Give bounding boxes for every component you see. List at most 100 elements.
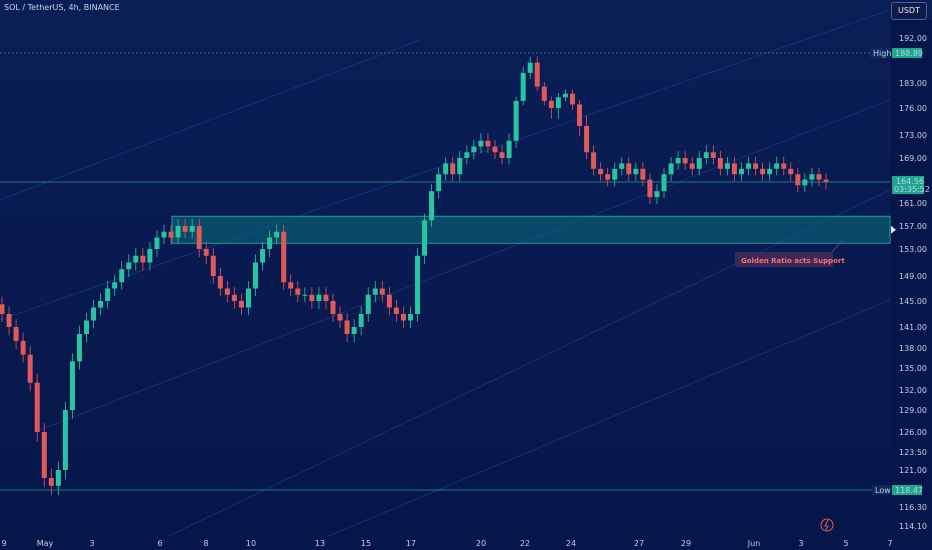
x-tick-label: Jun bbox=[747, 539, 761, 548]
y-tick-label: 176.00 bbox=[899, 104, 927, 113]
candle-body bbox=[753, 163, 759, 169]
y-tick-label: 153.00 bbox=[899, 245, 927, 254]
candle-body bbox=[562, 93, 568, 98]
y-tick-label: 114.10 bbox=[899, 522, 927, 531]
candle-body bbox=[175, 226, 181, 238]
candle-body bbox=[654, 191, 660, 198]
candle-body bbox=[450, 163, 456, 175]
y-tick-label: 135.00 bbox=[899, 364, 927, 373]
low-price-bg bbox=[892, 485, 922, 495]
candle-body bbox=[506, 140, 512, 158]
candle-body bbox=[267, 237, 273, 249]
candle-body bbox=[541, 86, 547, 101]
candle-body bbox=[393, 307, 399, 314]
support-zone bbox=[171, 215, 891, 244]
time-axis[interactable]: 9 May 3 6 8 10 13 15 17 20 22 24 27 29 Jun 3 5 7 bbox=[0, 536, 932, 550]
candle-body bbox=[675, 158, 681, 164]
y-tick-label: 149.00 bbox=[899, 272, 927, 281]
candle-body bbox=[605, 174, 611, 180]
y-tick-label: 129.00 bbox=[899, 406, 927, 415]
candle-body bbox=[154, 237, 160, 249]
candle-body bbox=[710, 152, 716, 158]
candle-body bbox=[182, 226, 188, 232]
candle-body bbox=[795, 174, 801, 186]
y-tick-label: 157.00 bbox=[899, 222, 927, 231]
candle-body bbox=[210, 255, 216, 276]
candle-body bbox=[168, 231, 174, 238]
candle-body bbox=[260, 249, 266, 263]
candle-body bbox=[788, 168, 794, 175]
candle-body bbox=[443, 163, 449, 175]
candle-body bbox=[112, 282, 118, 289]
candle-body bbox=[527, 62, 533, 73]
candle-body bbox=[119, 269, 125, 283]
candle-body bbox=[147, 249, 153, 263]
y-tick-label: 132.00 bbox=[899, 386, 927, 395]
candle-body bbox=[626, 163, 632, 175]
y-tick-label: 138.00 bbox=[899, 344, 927, 353]
candle-body bbox=[34, 382, 40, 432]
y-tick-label: 161.00 bbox=[899, 199, 927, 208]
candle-body bbox=[196, 226, 202, 249]
candle-body bbox=[316, 294, 322, 301]
x-tick-label: 5 bbox=[843, 539, 848, 548]
high-tag-bg bbox=[870, 48, 890, 58]
x-tick-label: May bbox=[37, 539, 54, 548]
candle-body bbox=[731, 163, 737, 175]
candle-body bbox=[703, 152, 709, 158]
candle-body bbox=[365, 294, 371, 314]
candle-body bbox=[436, 174, 442, 192]
candle-body bbox=[295, 288, 301, 295]
candle-body bbox=[802, 179, 808, 186]
y-tick-label: 173.00 bbox=[899, 131, 927, 140]
lightning-icon-bolt bbox=[824, 519, 829, 531]
candle-body bbox=[640, 168, 646, 180]
candle-body bbox=[41, 432, 47, 478]
high-price-label: 188.89 bbox=[895, 49, 923, 58]
candle-body bbox=[55, 470, 61, 486]
price-axis[interactable]: 192.00 183.00 176.00 173.00 169.00 161.00 157.… bbox=[870, 20, 932, 550]
y-tick-label: 126.00 bbox=[899, 428, 927, 437]
candle-body bbox=[6, 314, 12, 327]
y-tick-label: 192.00 bbox=[899, 34, 927, 43]
channel-line bbox=[299, 299, 891, 549]
candle-body bbox=[513, 100, 519, 141]
x-tick-label: 17 bbox=[406, 539, 416, 548]
low-tag-bg bbox=[872, 485, 890, 495]
candle-body bbox=[400, 314, 406, 321]
candle-body bbox=[591, 152, 597, 169]
candle-body bbox=[689, 163, 695, 169]
countdown-label: 03:35:52 bbox=[894, 185, 930, 194]
candle-body bbox=[217, 276, 223, 289]
candle-body bbox=[774, 163, 780, 169]
candle-body bbox=[203, 249, 209, 256]
candle-body bbox=[823, 179, 829, 182]
candle-body bbox=[555, 97, 561, 108]
channel-line bbox=[39, 99, 891, 431]
candle-body bbox=[98, 301, 104, 308]
candle-body bbox=[781, 163, 787, 169]
candle-body bbox=[492, 146, 498, 153]
support-zone-rect bbox=[171, 215, 891, 244]
candle-body bbox=[358, 314, 364, 327]
candle-body bbox=[520, 72, 526, 101]
annotation-text: Golden Ratio acts Support bbox=[741, 257, 845, 265]
candle-body bbox=[499, 152, 505, 158]
candle-body bbox=[161, 231, 167, 238]
x-tick-label: 20 bbox=[476, 539, 486, 548]
currency-button[interactable]: USDT bbox=[891, 2, 927, 20]
candle-body bbox=[746, 163, 752, 169]
candle-body bbox=[485, 140, 491, 147]
candle-body bbox=[584, 126, 590, 153]
candle-body bbox=[372, 288, 378, 295]
candle-body bbox=[62, 410, 68, 470]
candle-body bbox=[330, 301, 336, 314]
y-tick-label: 141.00 bbox=[899, 323, 927, 332]
candle-body bbox=[647, 179, 653, 198]
y-tick-label: 145.00 bbox=[899, 297, 927, 306]
x-tick-label: 6 bbox=[157, 539, 162, 548]
candle-body bbox=[696, 158, 702, 169]
low-price-label: 118.47 bbox=[895, 486, 923, 495]
candle-body bbox=[344, 320, 350, 334]
